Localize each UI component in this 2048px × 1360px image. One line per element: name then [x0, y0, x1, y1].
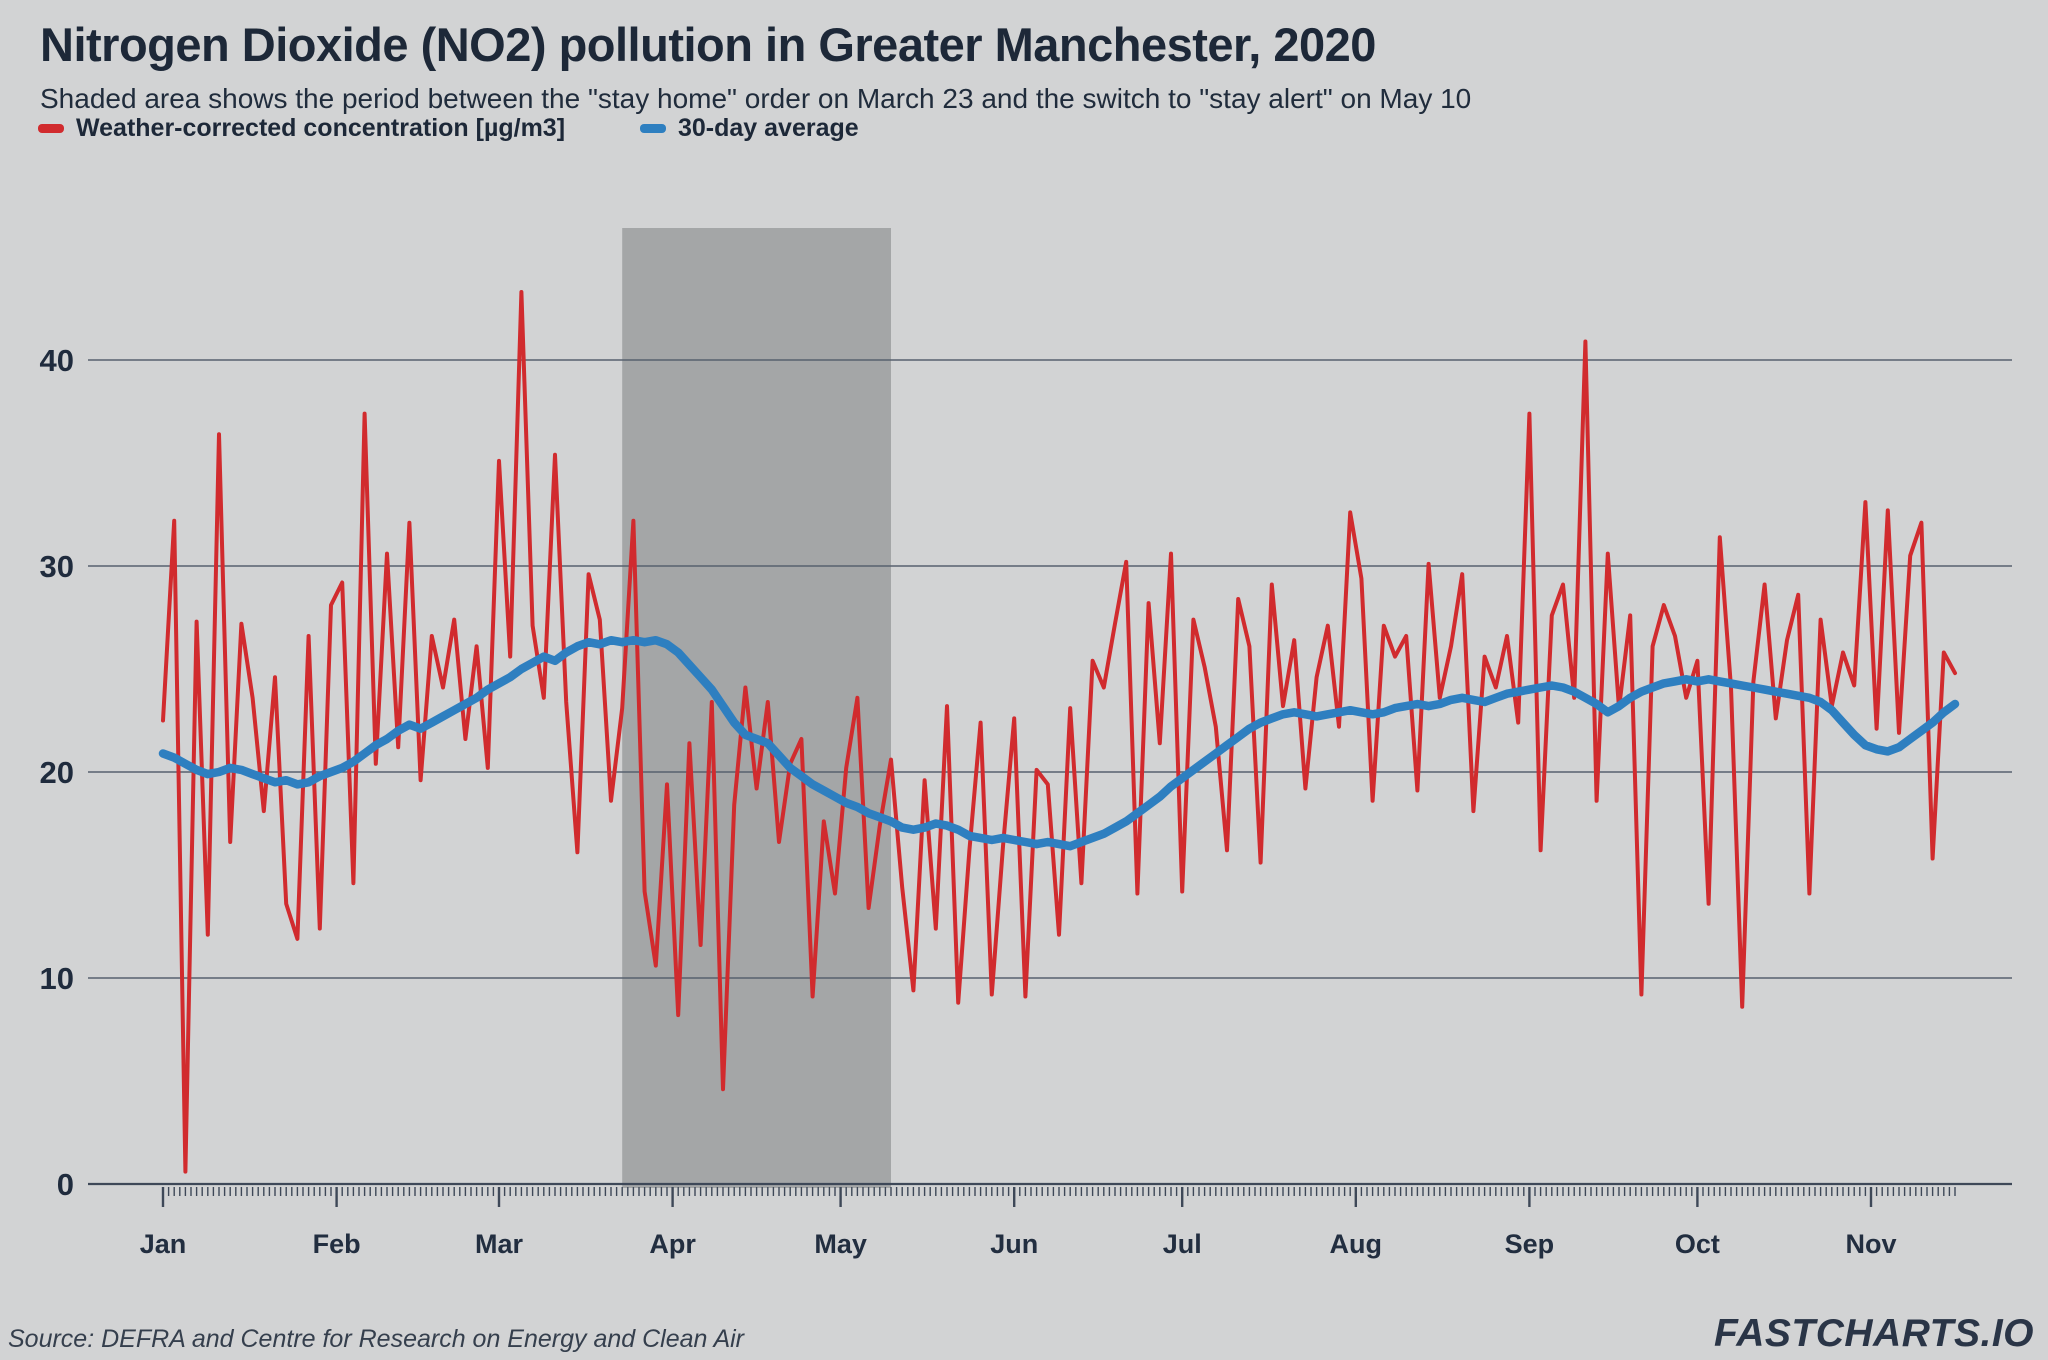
lockdown-shaded-region [622, 228, 891, 1188]
chart-subtitle: Shaded area shows the period between the… [40, 83, 1472, 115]
x-axis-month-label: Feb [313, 1229, 361, 1259]
x-axis-month-label: Aug [1330, 1229, 1382, 1259]
header: Nitrogen Dioxide (NO2) pollution in Grea… [40, 18, 2020, 116]
y-axis-tick-label: 0 [57, 1167, 74, 1202]
source-note: Source: DEFRA and Centre for Research on… [8, 1325, 745, 1353]
red-series-swatch-icon [38, 124, 64, 133]
x-axis-month-label: Oct [1675, 1229, 1720, 1259]
x-axis-month-label: Apr [649, 1229, 696, 1259]
series-line-30-day-average [158, 635, 1960, 851]
x-axis-month-label: Sep [1505, 1229, 1555, 1259]
x-axis-month-label: Nov [1845, 1229, 1896, 1259]
x-axis-month-label: Jan [140, 1229, 187, 1259]
legend-label: 30-day average [678, 114, 859, 142]
x-axis-month-label: Mar [475, 1229, 524, 1259]
page-title: Nitrogen Dioxide (NO2) pollution in Grea… [40, 18, 1376, 71]
legend-item-30-day-average: 30-day average [640, 114, 859, 143]
y-axis-tick-label: 20 [40, 755, 74, 790]
y-axis-tick-label: 40 [40, 343, 74, 378]
legend-label: Weather-corrected concentration [µg/m3] [76, 114, 566, 142]
blue-series-swatch-icon [640, 124, 666, 133]
series-line-weather-corrected [161, 290, 1957, 1174]
legend-item-weather-corrected: Weather-corrected concentration [µg/m3] [38, 114, 640, 143]
x-axis-month-label: Jul [1163, 1229, 1202, 1259]
y-axis-tick-label: 30 [40, 549, 74, 584]
y-axis-tick-label: 10 [40, 961, 74, 996]
x-axis-month-label: May [814, 1229, 867, 1259]
legend: Weather-corrected concentration [µg/m3] … [38, 114, 859, 143]
fastcharts-logo: FASTCHARTS.IO [1714, 1312, 2034, 1355]
x-axis-month-label: Jun [990, 1229, 1038, 1259]
